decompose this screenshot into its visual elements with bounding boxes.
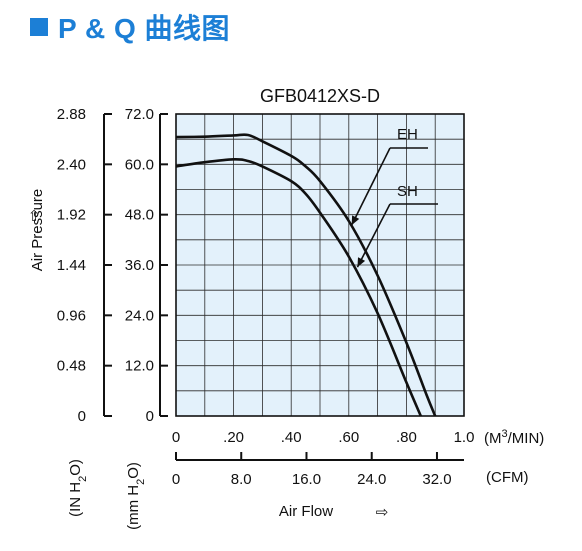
y-axis-title: Air Pressure (29, 189, 46, 272)
y-tick-label-in: 1.92 (57, 207, 86, 224)
x-axis-arrow-icon: ⇨ (376, 504, 389, 521)
y-tick-label-mm: 12.0 (125, 358, 154, 375)
x-tick-label-cfm: 0 (172, 471, 180, 488)
x-tick-label-m3min: 1.0 (454, 429, 475, 446)
x-unit-m3min: (M3/MIN) (484, 428, 544, 447)
x-tick-label-cfm: 16.0 (292, 471, 321, 488)
x-tick-label-m3min: .60 (338, 429, 359, 446)
leader-arrow-sh (357, 257, 366, 268)
x-tick-label-m3min: .80 (396, 429, 417, 446)
header-square-icon (30, 18, 48, 36)
x-tick-label-m3min: .20 (223, 429, 244, 446)
series-line-eh (175, 133, 437, 417)
chart-title: GFB0412XS-D (260, 86, 380, 106)
leader-arrow-eh (351, 215, 360, 226)
y-tick-label-in: 2.40 (57, 156, 86, 173)
y-tick-label-mm: 60.0 (125, 156, 154, 173)
series-line-sh (175, 157, 422, 417)
y-tick-label-in: 0.48 (57, 358, 86, 375)
y-tick-label-mm: 48.0 (125, 207, 154, 224)
x-tick-label-cfm: 24.0 (357, 471, 386, 488)
x-unit-cfm: (CFM) (486, 469, 528, 486)
series-label-eh: EH (397, 126, 418, 143)
y-tick-label-mm: 72.0 (125, 106, 154, 123)
series-label-sh: SH (397, 183, 418, 200)
x-tick-label-m3min: .40 (281, 429, 302, 446)
x-tick-label-cfm: 8.0 (231, 471, 252, 488)
page-header: P & Q 曲线图 (30, 10, 230, 44)
x-tick-label-m3min: 0 (172, 429, 180, 446)
y-axis-arrow-icon: ⇧ (28, 208, 41, 225)
y-tick-label-mm: 36.0 (125, 257, 154, 274)
y-tick-label-in: 0 (78, 408, 86, 425)
y-unit-mm-h2o: (mm H2O) (125, 462, 147, 530)
y-tick-label-in: 2.88 (57, 106, 86, 123)
leader-pointer-eh (350, 147, 391, 226)
plot-border (175, 113, 465, 417)
leader-pointer-sh (356, 203, 391, 268)
y-tick-label-mm: 0 (146, 408, 154, 425)
y-unit-in-h2o: (IN H2O) (67, 459, 89, 517)
x-tick-label-cfm: 32.0 (422, 471, 451, 488)
y-tick-label-in: 0.96 (57, 307, 86, 324)
y-tick-label-mm: 24.0 (125, 307, 154, 324)
page-title: P & Q 曲线图 (58, 13, 231, 44)
y-tick-label-in: 1.44 (57, 257, 86, 274)
x-axis-title: Air Flow (279, 503, 333, 520)
